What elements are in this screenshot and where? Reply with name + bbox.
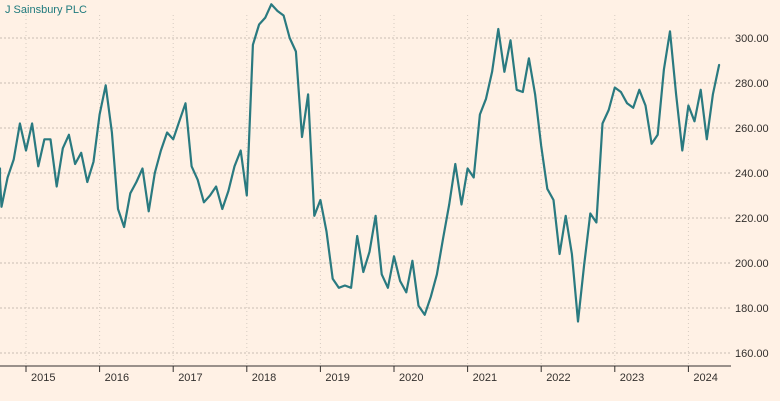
x-tick-label: 2020 — [399, 372, 423, 384]
x-tick-label: 2022 — [546, 372, 570, 384]
y-tick-label: 300.00 — [735, 33, 769, 45]
x-axis-ticks — [25, 366, 689, 372]
x-tick-label: 2018 — [252, 372, 276, 384]
y-tick-label: 260.00 — [735, 123, 769, 135]
y-tick-label: 200.00 — [735, 258, 769, 270]
horizontal-gridlines — [0, 37, 731, 354]
x-tick-label: 2021 — [473, 372, 497, 384]
vertical-gridlines — [25, 15, 689, 366]
y-tick-label: 240.00 — [735, 168, 769, 180]
x-tick-label: 2019 — [325, 372, 349, 384]
x-tick-label: 2016 — [105, 372, 129, 384]
y-tick-label: 280.00 — [735, 78, 769, 90]
y-tick-label: 180.00 — [735, 303, 769, 315]
x-tick-label: 2023 — [620, 372, 644, 384]
y-tick-label: 220.00 — [735, 213, 769, 225]
y-tick-label: 160.00 — [735, 348, 769, 360]
x-tick-label: 2015 — [31, 372, 55, 384]
series-line — [0, 3, 721, 323]
y-axis-tick-labels: 160.00 180.00 200.00 220.00 240.00 260.00 280.… — [735, 33, 769, 360]
x-tick-label: 2017 — [178, 372, 202, 384]
chart-title: J Sainsbury PLC — [5, 4, 87, 16]
x-axis-tick-labels: 2015 2016 2017 2018 2019 2020 2021 2022 2023 2024 — [31, 372, 718, 384]
x-tick-label: 2024 — [693, 372, 717, 384]
